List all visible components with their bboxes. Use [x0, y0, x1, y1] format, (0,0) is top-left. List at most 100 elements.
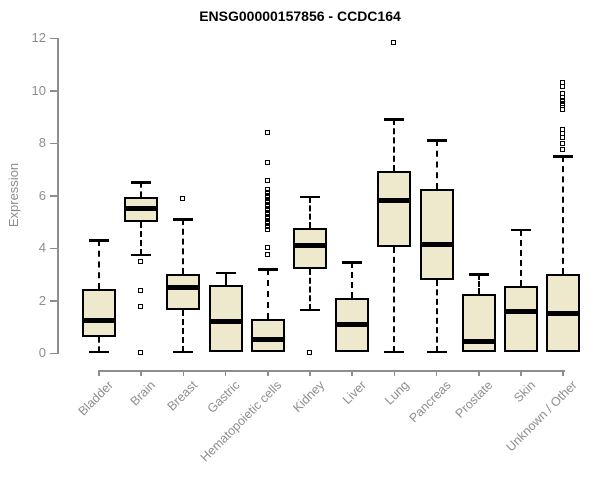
outlier-point: [560, 103, 566, 109]
outlier-point: [307, 350, 312, 355]
upper-whisker-cap: [342, 261, 363, 264]
outlier-point: [560, 100, 566, 106]
x-category-label: Pancreas: [406, 378, 454, 426]
box-hematopoietic-cells: [250, 318, 285, 352]
x-tick: [520, 370, 522, 376]
upper-whisker-cap: [511, 228, 531, 232]
upper-whisker: [520, 229, 522, 287]
median-line: [461, 338, 496, 344]
outlier-point: [264, 192, 270, 198]
x-tick: [351, 370, 353, 376]
upper-whisker: [140, 182, 143, 197]
x-category-label: Lung: [381, 378, 412, 408]
outlier-point: [264, 189, 270, 195]
outlier-point: [180, 196, 186, 202]
upper-whisker-cap: [426, 139, 447, 142]
box-bladder: [82, 288, 116, 338]
x-category-label: Prostate: [452, 378, 496, 421]
x-category-label: Liver: [340, 378, 370, 408]
outlier-point: [560, 141, 566, 147]
lower-whisker-cap: [300, 308, 320, 312]
x-tick: [478, 370, 480, 376]
median-line: [504, 308, 538, 314]
upper-whisker: [477, 274, 480, 294]
outlier-point: [560, 98, 566, 103]
x-category-label: Breast: [164, 378, 201, 414]
x-tick: [224, 370, 227, 376]
outlier-point: [264, 197, 270, 203]
y-tick: [50, 142, 57, 144]
x-category-label: Hematopoietic cells: [198, 378, 285, 465]
chart-title: ENSG00000157856 - CCDC164: [199, 8, 401, 24]
y-tick: [50, 300, 57, 302]
outlier-point: [138, 304, 144, 310]
median-line: [546, 311, 581, 317]
outlier-point: [264, 159, 270, 165]
outlier-point: [138, 350, 144, 355]
y-tick-label: 12: [31, 30, 46, 45]
upper-whisker: [435, 140, 438, 189]
median-line: [124, 206, 159, 212]
outlier-point: [264, 129, 270, 135]
x-tick: [182, 370, 185, 376]
x-axis-line: [99, 370, 565, 372]
y-tick: [50, 352, 57, 354]
x-tick: [562, 370, 564, 376]
x-tick: [309, 370, 311, 376]
outlier-point: [264, 216, 270, 222]
upper-whisker: [309, 196, 311, 229]
lower-whisker-cap: [384, 350, 405, 354]
outlier-point: [264, 200, 270, 206]
y-tick-label: 10: [31, 82, 46, 98]
median-line: [335, 321, 370, 327]
upper-whisker: [351, 262, 354, 298]
outlier-point: [138, 288, 144, 294]
box-skin: [504, 286, 538, 352]
upper-whisker: [182, 219, 185, 275]
upper-whisker-cap: [215, 271, 236, 275]
outlier-point: [264, 224, 270, 229]
lower-whisker: [98, 337, 100, 352]
median-line: [419, 241, 454, 247]
box-lung: [377, 170, 412, 247]
upper-whisker-cap: [131, 181, 152, 184]
median-line: [208, 319, 243, 324]
lower-whisker-cap: [131, 253, 152, 257]
lower-whisker: [435, 279, 438, 352]
y-tick-label: 4: [38, 240, 46, 255]
outlier-point: [264, 218, 270, 224]
x-category-label: Skin: [510, 378, 538, 406]
x-tick: [98, 370, 100, 376]
y-tick: [50, 247, 57, 249]
box-gastric: [208, 284, 243, 352]
outlier-point: [560, 91, 566, 97]
lower-whisker: [182, 309, 185, 352]
lower-whisker: [140, 221, 143, 255]
upper-whisker: [266, 269, 269, 319]
outlier-point: [264, 195, 270, 201]
outlier-point: [264, 245, 270, 250]
y-tick-label: 2: [38, 292, 46, 308]
upper-whisker-cap: [468, 273, 489, 276]
outlier-point: [264, 226, 270, 232]
x-tick: [267, 370, 269, 376]
y-tick: [50, 37, 57, 39]
y-tick: [50, 195, 57, 197]
outlier-point: [264, 221, 270, 227]
median-line: [166, 284, 201, 290]
outlier-point: [560, 79, 566, 85]
upper-whisker-cap: [257, 268, 278, 271]
upper-whisker-cap: [89, 239, 109, 242]
box-breast: [166, 274, 201, 310]
outlier-point: [264, 203, 270, 208]
median-line: [377, 198, 412, 204]
lower-whisker-cap: [426, 350, 447, 354]
x-category-label: Kidney: [289, 378, 327, 415]
outlier-point: [264, 213, 270, 219]
y-tick-label: 6: [38, 187, 46, 203]
lower-whisker-cap: [89, 350, 109, 354]
outlier-point: [264, 251, 270, 257]
x-category-label: Bladder: [75, 378, 116, 419]
upper-whisker: [393, 119, 396, 171]
